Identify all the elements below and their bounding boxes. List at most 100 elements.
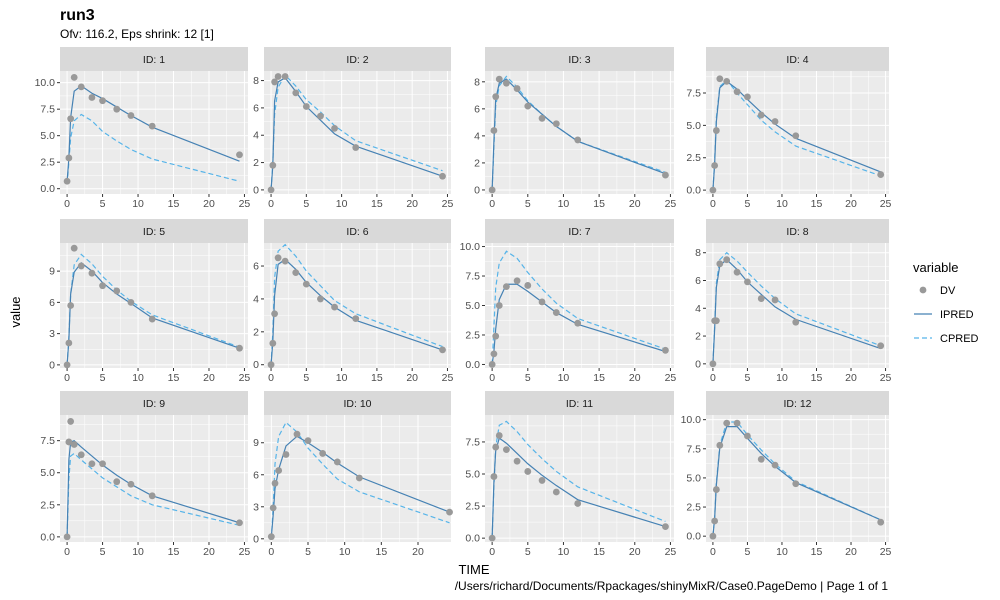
dv-point xyxy=(352,144,359,151)
legend-entry: DV xyxy=(920,285,956,297)
dv-point xyxy=(317,113,324,120)
x-tick-label: 15 xyxy=(371,372,383,384)
dv-point xyxy=(514,458,521,465)
y-tick-label: 5.0 xyxy=(40,467,55,479)
dv-point xyxy=(574,500,581,507)
panel-background xyxy=(706,71,889,194)
panel-background xyxy=(706,243,889,368)
dv-point xyxy=(67,302,74,309)
dv-point xyxy=(662,172,669,179)
dv-point xyxy=(268,533,275,540)
x-tick-label: 15 xyxy=(593,546,605,558)
dv-point xyxy=(319,450,326,457)
dv-point xyxy=(503,80,510,87)
dv-point xyxy=(99,460,106,467)
facet-panel: ID: 1 0 5 10 15 20 25 0.0 2.5 5.0 7.5 10.0 xyxy=(35,47,251,210)
y-tick-label: 9 xyxy=(253,437,259,449)
dv-point xyxy=(149,492,156,499)
y-tick-label: 8 xyxy=(253,75,259,87)
y-tick-label: 0.0 xyxy=(686,531,701,543)
dv-point xyxy=(78,84,85,91)
x-tick-label: 25 xyxy=(665,198,677,210)
strip-label: ID: 6 xyxy=(346,226,368,238)
panel-background xyxy=(264,71,451,194)
x-tick-label: 5 xyxy=(100,198,106,210)
x-tick-label: 25 xyxy=(239,198,251,210)
dv-point xyxy=(78,263,85,270)
x-tick-label: 10 xyxy=(558,546,570,558)
legend-key-dv xyxy=(920,287,927,294)
dv-point xyxy=(711,162,718,169)
y-tick-label: 6 xyxy=(253,102,259,114)
y-tick-label: 2.5 xyxy=(40,499,55,511)
y-tick-label: 7.5 xyxy=(40,435,55,447)
y-tick-label: 4 xyxy=(253,293,259,305)
dv-point xyxy=(303,103,310,110)
x-tick-label: 10 xyxy=(776,546,788,558)
dv-point xyxy=(282,73,289,80)
x-tick-label: 5 xyxy=(745,198,751,210)
y-tick-label: 5.0 xyxy=(686,472,701,484)
x-tick-label: 20 xyxy=(845,198,857,210)
x-tick-label: 0 xyxy=(64,546,70,558)
x-tick-label: 20 xyxy=(203,198,215,210)
y-tick-label: 7.5 xyxy=(465,436,480,448)
y-tick-label: 5.0 xyxy=(465,300,480,312)
x-tick-label: 15 xyxy=(168,198,180,210)
y-tick-label: 0 xyxy=(474,184,480,196)
strip-label: ID: 1 xyxy=(143,54,165,66)
dv-point xyxy=(716,260,723,267)
strip-label: ID: 2 xyxy=(346,54,368,66)
x-tick-label: 20 xyxy=(845,372,857,384)
dv-point xyxy=(792,480,799,487)
dv-point xyxy=(64,533,71,540)
dv-point xyxy=(553,489,560,496)
dv-point xyxy=(64,178,71,185)
dv-point xyxy=(491,473,498,480)
x-tick-label: 10 xyxy=(336,372,348,384)
dv-point xyxy=(331,125,338,132)
y-tick-label: 0 xyxy=(253,359,259,371)
facet-panels: ID: 1 0 5 10 15 20 25 0.0 2.5 5.0 7.5 10.0 ID: 2 0 5 10… xyxy=(35,47,892,558)
dv-point xyxy=(128,112,135,119)
dv-point xyxy=(723,420,730,427)
dv-point xyxy=(78,451,85,458)
y-tick-label: 4 xyxy=(695,303,701,315)
dv-point xyxy=(744,433,751,440)
dv-point xyxy=(491,350,498,357)
dv-point xyxy=(71,74,78,81)
y-tick-label: 10.0 xyxy=(35,77,56,89)
dv-point xyxy=(89,94,96,101)
y-tick-label: 5.0 xyxy=(465,469,480,481)
dv-point xyxy=(282,258,289,265)
x-tick-label: 20 xyxy=(629,198,641,210)
panel-background xyxy=(60,415,248,542)
y-tick-label: 2.5 xyxy=(40,157,55,169)
x-tick-label: 5 xyxy=(525,198,531,210)
x-tick-label: 10 xyxy=(132,372,144,384)
x-tick-label: 5 xyxy=(303,198,309,210)
facet-panel: ID: 40 5 10 15 20 250.02.55.07.5 xyxy=(686,47,891,210)
dv-point xyxy=(877,519,884,526)
x-tick-label: 25 xyxy=(665,546,677,558)
x-tick-label: 25 xyxy=(880,372,892,384)
x-tick-label: 15 xyxy=(811,546,823,558)
y-tick-label: 0.0 xyxy=(465,359,480,371)
x-tick-label: 0 xyxy=(710,198,716,210)
dv-point xyxy=(446,509,453,516)
x-tick-label: 15 xyxy=(593,198,605,210)
dv-point xyxy=(268,361,275,368)
y-tick-label: 6 xyxy=(253,261,259,273)
dv-point xyxy=(303,281,310,288)
dv-point xyxy=(744,278,751,285)
y-tick-label: 6 xyxy=(474,103,480,115)
dv-point xyxy=(352,315,359,322)
dv-point xyxy=(331,304,338,311)
strip-label: ID: 7 xyxy=(568,226,590,238)
dv-point xyxy=(496,76,503,83)
dv-point xyxy=(539,477,546,484)
x-tick-label: 25 xyxy=(239,546,251,558)
dv-point xyxy=(710,360,717,367)
dv-point xyxy=(496,302,503,309)
y-tick-label: 4 xyxy=(474,130,480,142)
